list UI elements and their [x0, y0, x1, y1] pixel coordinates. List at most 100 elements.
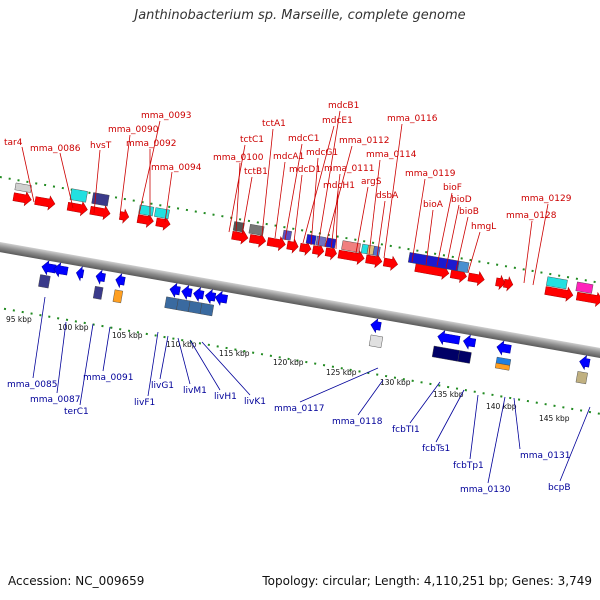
- gene-label: mma_0111: [324, 164, 374, 174]
- reverse-gene-arrow: [115, 272, 126, 289]
- feature-box: [164, 296, 179, 310]
- feature-box: [91, 192, 110, 207]
- forward-gene-arrow: [248, 232, 267, 248]
- gene-label: dsbA: [376, 191, 399, 201]
- gene-label: mma_0087: [30, 395, 80, 405]
- kbp-tick-label: 140 kbp: [486, 402, 517, 411]
- genome-summary-text: Topology: circular; Length: 4,110,251 bp…: [262, 574, 592, 588]
- leader-line: [487, 396, 506, 484]
- leader-line: [532, 203, 549, 286]
- feature-box: [14, 182, 33, 193]
- leader-line: [241, 176, 253, 235]
- gene-label: tar4: [4, 138, 23, 148]
- reverse-gene-arrow: [579, 355, 591, 371]
- forward-gene-arrow: [118, 208, 130, 224]
- leader-line: [355, 186, 369, 254]
- leader-line: [357, 379, 384, 416]
- forward-gene-arrow: [12, 191, 32, 207]
- forward-gene-arrow: [495, 274, 506, 291]
- gene-label: mdcG1: [306, 148, 338, 158]
- gene-label: mma_0116: [387, 114, 438, 124]
- leader-line: [368, 159, 381, 256]
- forward-gene-arrow: [575, 291, 600, 308]
- feature-box: [372, 245, 381, 257]
- leader-line: [559, 406, 591, 482]
- reverse-gene-arrow: [496, 340, 512, 356]
- feature-box: [546, 276, 568, 290]
- reverse-gene-arrow: [463, 334, 477, 350]
- leader-line: [335, 190, 339, 250]
- leader-line: [411, 178, 426, 263]
- leader-line: [513, 397, 521, 450]
- feature-box: [457, 350, 472, 364]
- gene-label: fcbTp1: [453, 461, 484, 471]
- feature-box: [154, 207, 170, 220]
- gene-label: mma_0092: [126, 139, 176, 149]
- reverse-gene-arrow: [181, 284, 193, 300]
- kbp-tick-label: 105 kbp: [112, 331, 143, 340]
- leader-line: [425, 209, 434, 266]
- gene-label: mma_0131: [520, 451, 570, 461]
- leader-line: [189, 339, 221, 391]
- bottom-gene-labels: mma_0085 mma_0087 terC1 mma_0091 livF1 l…: [7, 373, 571, 495]
- feature-box: [112, 289, 124, 304]
- gene-label: bioD: [451, 195, 472, 205]
- leader-line: [261, 128, 274, 236]
- gene-label: mma_0085: [7, 380, 57, 390]
- leader-line: [102, 326, 111, 372]
- kbp-tick-label: 95 kbp: [6, 315, 32, 324]
- leader-line: [177, 337, 191, 385]
- gene-label: mdcB1: [328, 101, 359, 111]
- gene-label: mdcE1: [322, 116, 353, 126]
- leader-line: [317, 110, 341, 247]
- gene-label: terC1: [64, 407, 89, 417]
- leader-line: [201, 341, 251, 396]
- leader-line: [455, 216, 469, 271]
- forward-gene-arrow: [324, 245, 337, 261]
- kbp-tick-label: 135 kbp: [433, 390, 464, 399]
- gene-label: mma_0094: [151, 163, 202, 173]
- forward-strand-genes: [12, 191, 600, 308]
- leader-line: [79, 323, 94, 406]
- leader-line: [445, 204, 460, 269]
- leader-line: [330, 173, 341, 250]
- reverse-gene-arrow: [41, 260, 57, 276]
- gene-label: mma_0118: [332, 417, 383, 427]
- bottom-tick-line: [0, 292, 600, 427]
- gene-label: mma_0093: [141, 111, 191, 121]
- feature-box: [431, 345, 460, 362]
- leader-line: [324, 145, 353, 248]
- gene-label: livF1: [134, 398, 155, 408]
- gene-label: livM1: [183, 386, 207, 396]
- feature-box: [457, 260, 470, 273]
- accession-text: Accession: NC_009659: [8, 574, 145, 588]
- feature-box: [69, 188, 88, 203]
- leader-line: [164, 171, 173, 223]
- leader-line: [56, 321, 67, 394]
- gene-label: mma_0090: [108, 125, 159, 135]
- gene-label: bioA: [423, 200, 444, 210]
- gene-label: hvsT: [90, 141, 112, 151]
- forward-gene-arrow: [286, 238, 299, 254]
- gene-label: tctA1: [262, 119, 286, 129]
- leader-line: [376, 200, 386, 258]
- gene-label: mma_0112: [339, 136, 389, 146]
- feature-box: [188, 300, 203, 315]
- feature-box: [38, 274, 51, 289]
- gene-label: mdcC1: [288, 134, 319, 144]
- reverse-gene-arrow: [214, 290, 228, 306]
- forward-gene-arrow: [231, 229, 249, 245]
- bottom-leader-lines: [32, 296, 591, 484]
- gene-label: livH1: [214, 392, 237, 402]
- leader-line: [274, 161, 286, 239]
- leader-line: [299, 367, 379, 403]
- gene-label: mma_0119: [405, 169, 456, 179]
- leader-line: [137, 120, 161, 220]
- kbp-tick-label: 120 kbp: [273, 358, 304, 367]
- forward-gene-arrow: [544, 286, 574, 302]
- forward-gene-arrow: [266, 235, 286, 252]
- leader-line: [310, 157, 319, 246]
- reverse-gene-arrow: [95, 269, 106, 285]
- kbp-tick-label: 115 kbp: [219, 349, 250, 358]
- feature-box: [341, 240, 361, 253]
